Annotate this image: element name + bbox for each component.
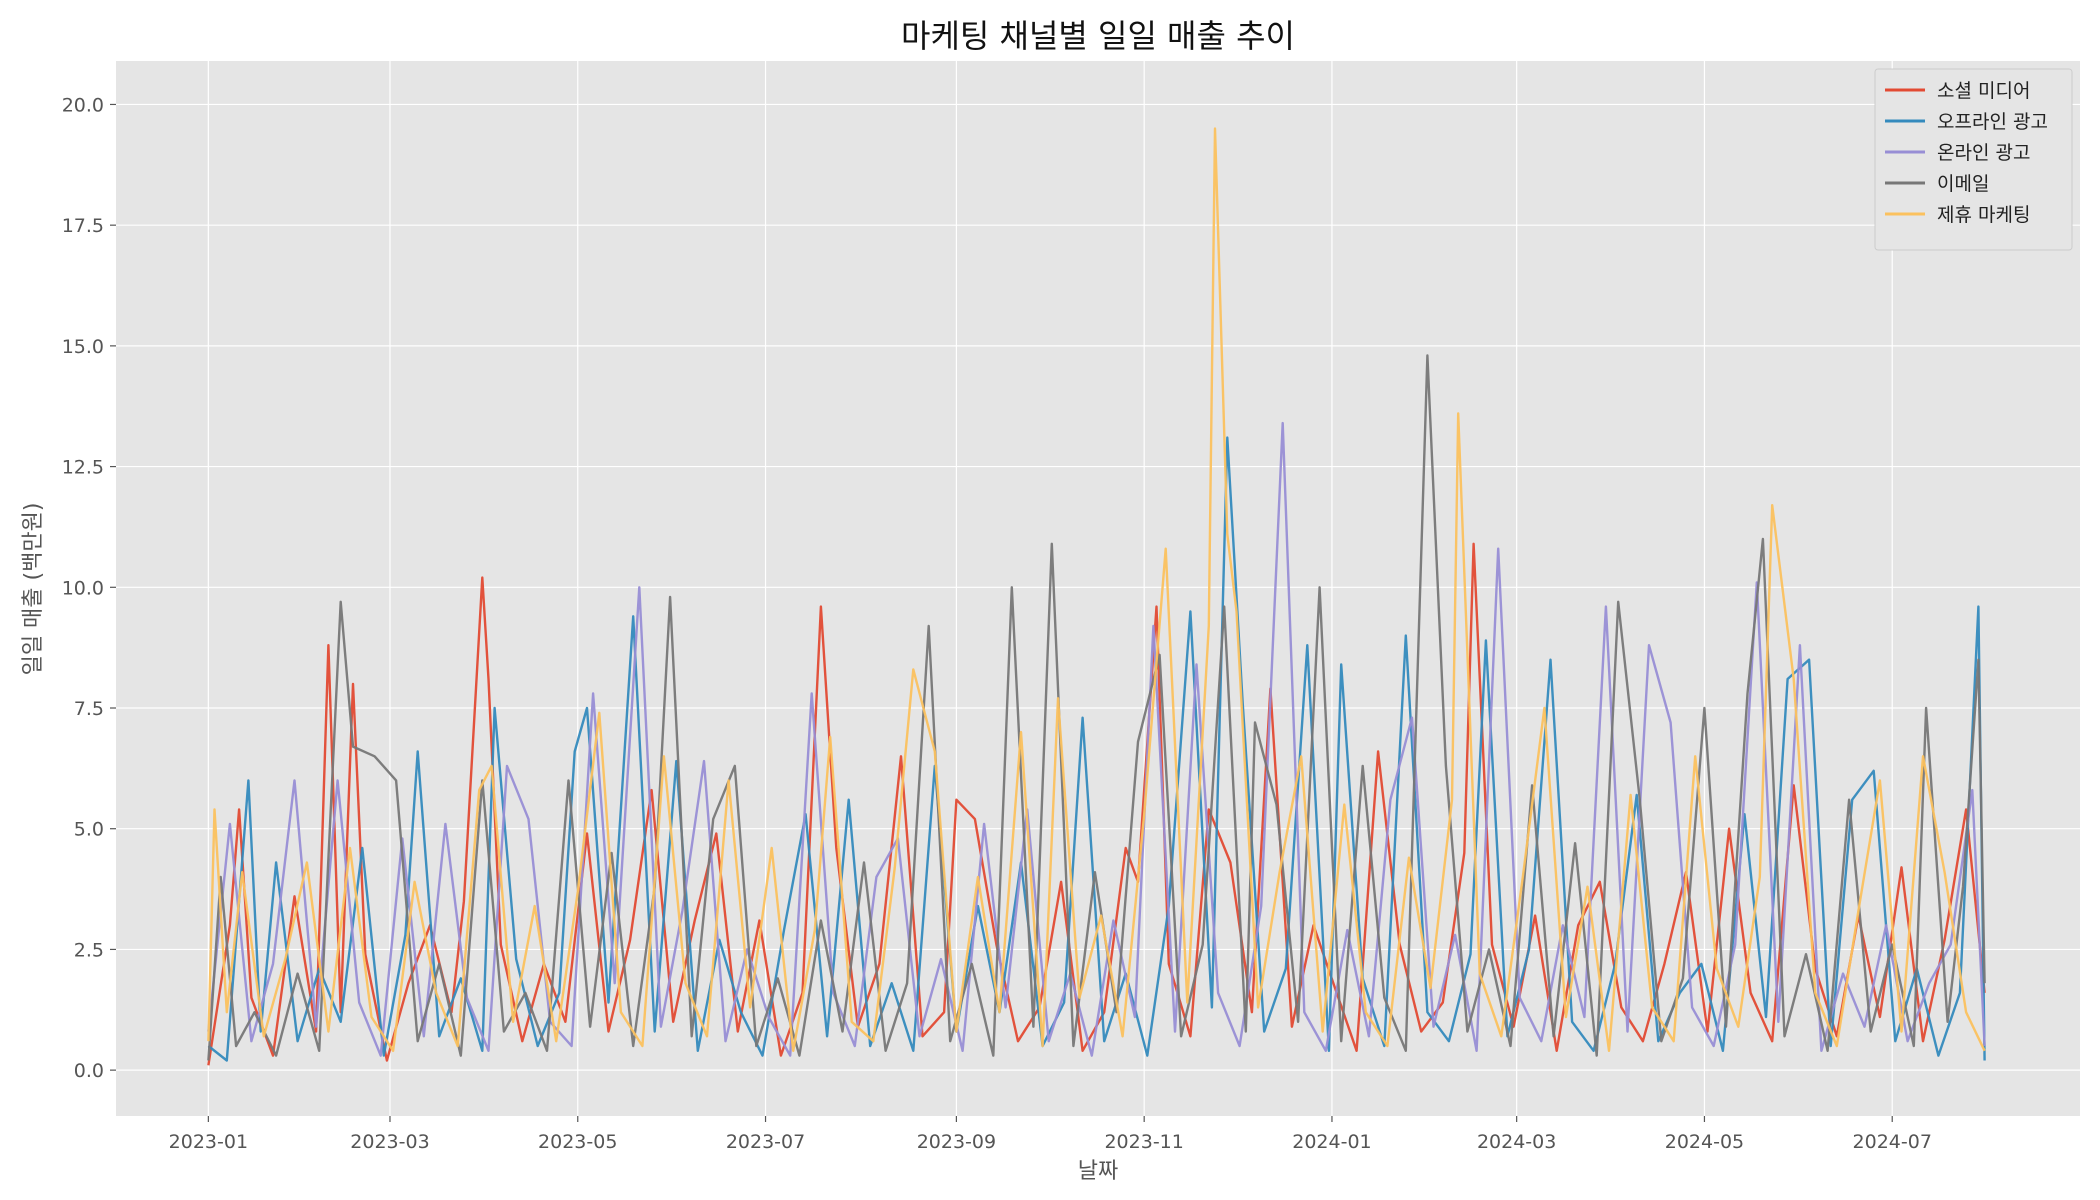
- legend-label: 오프라인 광고: [1937, 111, 2048, 133]
- legend-label: 이메일: [1937, 173, 1989, 195]
- x-tick-label: 2023-01: [169, 1131, 248, 1153]
- series-lines: [207, 127, 1986, 1066]
- y-tick-label: 7.5: [74, 698, 104, 720]
- x-axis-title: 날짜: [1078, 1159, 1118, 1184]
- y-axis-title: 일일 매출 (백만원): [21, 503, 46, 676]
- x-tick-label: 2023-09: [917, 1131, 996, 1153]
- y-tick-label: 10.0: [62, 577, 104, 599]
- x-tick-label: 2024-05: [1665, 1131, 1744, 1153]
- series-line-2: [207, 421, 1986, 1057]
- y-tick-label: 20.0: [62, 94, 104, 116]
- series-line-0: [207, 542, 1986, 1066]
- x-tick-label: 2024-01: [1292, 1131, 1371, 1153]
- y-tick-label: 2.5: [74, 939, 104, 961]
- x-tick-label: 2024-03: [1477, 1131, 1556, 1153]
- y-tick-label: 0.0: [74, 1060, 104, 1082]
- y-tick-label: 17.5: [62, 215, 104, 237]
- x-tick-label: 2024-07: [1853, 1131, 1932, 1153]
- y-axis-ticks: 0.0 2.5 5.0 7.5 10.0 12.5 15.0 17.5 20.0: [62, 94, 116, 1082]
- x-axis-ticks: 2023-01 2023-03 2023-05 2023-07 2023-09 2023-…: [169, 1116, 1932, 1153]
- series-line-4: [207, 127, 1986, 1053]
- x-tick-label: 2023-03: [350, 1131, 429, 1153]
- legend-box: [1874, 68, 2073, 251]
- y-tick-label: 15.0: [62, 336, 104, 358]
- y-tick-label: 5.0: [74, 819, 104, 841]
- x-tick-label: 2023-07: [726, 1131, 805, 1153]
- legend-label: 소셜 미디어: [1937, 80, 2030, 102]
- x-tick-label: 2023-05: [538, 1131, 617, 1153]
- legend-label: 온라인 광고: [1937, 142, 2030, 164]
- chart-title: 마케팅 채널별 일일 매출 추이: [901, 17, 1295, 55]
- legend-label: 제휴 마케팅: [1937, 204, 2030, 226]
- y-tick-label: 12.5: [62, 457, 104, 479]
- x-tick-label: 2023-11: [1104, 1131, 1183, 1153]
